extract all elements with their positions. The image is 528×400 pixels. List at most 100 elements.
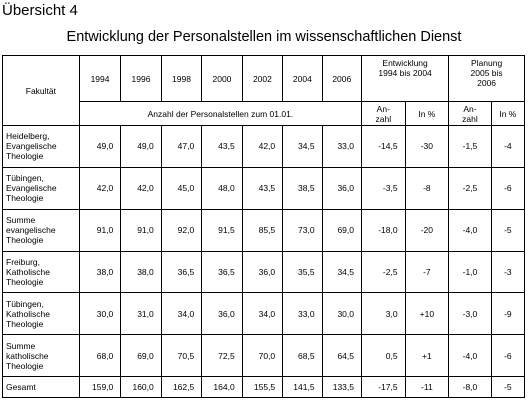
row-value: 91,5 xyxy=(201,208,243,252)
row-value: 160,0 xyxy=(120,376,162,398)
row-value: 36,0 xyxy=(241,250,284,294)
row-faculty: Tübingen, Evangelische Theologie xyxy=(2,166,80,210)
row-dev-percent: -20 xyxy=(404,208,450,252)
row-value: 64,5 xyxy=(321,334,363,378)
header-year: 1998 xyxy=(160,54,203,103)
row-value: 36,0 xyxy=(321,166,363,210)
row-dev-percent: -7 xyxy=(404,250,450,294)
row-value: 69,0 xyxy=(120,334,162,378)
row-value: 49,0 xyxy=(120,125,162,168)
table-row: Summe evangelische Theologie 91,0 91,0 92,0 91… xyxy=(2,208,526,252)
row-plan-count: -8,0 xyxy=(448,376,492,398)
row-plan-percent: -9 xyxy=(490,292,526,336)
row-value: 91,0 xyxy=(120,208,162,252)
row-value: 34,5 xyxy=(321,250,363,294)
row-value: 49,0 xyxy=(78,125,122,168)
row-value: 73,0 xyxy=(282,208,323,252)
header-year: 1994 xyxy=(78,54,122,103)
row-value: 92,0 xyxy=(160,208,203,252)
row-value: 72,5 xyxy=(201,334,243,378)
row-value: 70,0 xyxy=(241,334,284,378)
row-value: 35,5 xyxy=(282,250,323,294)
row-value: 155,5 xyxy=(241,376,284,398)
table-row: Summe katholische Theologie 68,0 69,0 70,5 72,… xyxy=(2,334,526,378)
header-subheader: Anzahl der Personalstellen zum 01.01. xyxy=(78,101,363,127)
row-value: 34,5 xyxy=(282,125,323,168)
row-value: 34,0 xyxy=(241,292,284,336)
row-plan-percent: -6 xyxy=(490,166,526,210)
row-value: 45,0 xyxy=(160,166,203,210)
row-value: 43,5 xyxy=(201,125,243,168)
row-plan-percent: -5 xyxy=(490,208,526,252)
row-plan-percent: -6 xyxy=(490,334,526,378)
row-faculty: Gesamt xyxy=(2,376,80,398)
document-title: Entwicklung der Personalstellen im wisse… xyxy=(66,29,462,45)
row-value: 70,5 xyxy=(160,334,203,378)
row-plan-count: -4,0 xyxy=(448,208,492,252)
row-value: 30,0 xyxy=(78,292,122,336)
row-value: 141,5 xyxy=(282,376,323,398)
row-plan-count: -3,0 xyxy=(448,292,492,336)
header-row-units: Anzahl der Personalstellen zum 01.01. An… xyxy=(3,101,526,127)
row-plan-count: -4,0 xyxy=(448,334,492,378)
row-value: 42,0 xyxy=(78,166,122,210)
table-row: Tübingen, Evangelische Theologie 42,0 42,0 45… xyxy=(2,166,526,210)
row-dev-count: 0,5 xyxy=(361,334,406,378)
row-dev-percent: -8 xyxy=(404,166,450,210)
row-value: 36,5 xyxy=(160,250,203,294)
row-value: 42,0 xyxy=(120,166,162,210)
row-plan-count: -1,0 xyxy=(448,250,492,294)
row-plan-count: -1,5 xyxy=(448,125,492,168)
row-value: 48,0 xyxy=(201,166,243,210)
row-value: 36,0 xyxy=(201,292,243,336)
row-value: 159,0 xyxy=(78,376,122,398)
table-row: Gesamt 159,0 160,0 162,5 164,0 155,5 141,5 133,… xyxy=(2,376,526,398)
row-plan-percent: -5 xyxy=(490,376,526,398)
row-value: 47,0 xyxy=(160,125,203,168)
header-plan-percent: In % xyxy=(490,101,526,127)
row-value: 69,0 xyxy=(321,208,363,252)
row-value: 30,0 xyxy=(321,292,363,336)
header-year: 2002 xyxy=(241,54,284,103)
row-value: 38,0 xyxy=(120,250,162,294)
row-value: 31,0 xyxy=(120,292,162,336)
row-value: 68,5 xyxy=(282,334,323,378)
row-dev-percent: -30 xyxy=(404,125,450,168)
row-value: 162,5 xyxy=(160,376,203,398)
row-dev-count: -2,5 xyxy=(361,250,406,294)
row-dev-percent: +1 xyxy=(404,334,450,378)
row-value: 38,5 xyxy=(282,166,323,210)
row-faculty: Freiburg, Katholische Theologie xyxy=(2,250,80,294)
row-value: 33,0 xyxy=(282,292,323,336)
row-value: 38,0 xyxy=(78,250,122,294)
row-value: 85,5 xyxy=(241,208,284,252)
header-dev-percent: In % xyxy=(404,101,450,127)
header-year: 2004 xyxy=(282,54,323,103)
row-dev-count: -14,5 xyxy=(361,125,406,168)
row-faculty: Summe evangelische Theologie xyxy=(2,208,80,252)
row-value: 164,0 xyxy=(201,376,243,398)
row-faculty: Tübingen, Katholische Theologie xyxy=(2,292,80,336)
document-label: Übersicht 4 xyxy=(2,2,78,19)
row-faculty: Summe katholische Theologie xyxy=(2,334,80,378)
row-dev-count: -17,5 xyxy=(361,376,406,398)
header-year: 2000 xyxy=(201,54,243,103)
row-dev-count: -18,0 xyxy=(361,208,406,252)
header-dev-count: An-zahl xyxy=(361,101,406,127)
row-value: 34,0 xyxy=(160,292,203,336)
header-year: 1996 xyxy=(120,54,162,103)
row-value: 43,5 xyxy=(241,166,284,210)
header-year: 2006 xyxy=(321,54,363,103)
table-row: Heidelberg, Evangelische Theologie 49,0 49,0… xyxy=(2,125,526,168)
row-dev-percent: -11 xyxy=(404,376,450,398)
row-value: 33,0 xyxy=(321,125,363,168)
row-plan-count: -2,5 xyxy=(448,166,492,210)
row-value: 36,5 xyxy=(201,250,243,294)
row-value: 133,5 xyxy=(321,376,363,398)
header-development: Entwicklung 1994 bis 2004 xyxy=(360,54,450,103)
row-dev-count: 3,0 xyxy=(361,292,406,336)
table-row: Tübingen, Katholische Theologie 30,0 31,0 34,… xyxy=(2,292,526,336)
staffing-table: Fakultät 1994 1996 1998 2000 2002 2004 2… xyxy=(2,54,526,398)
header-faculty: Fakultät xyxy=(2,54,80,127)
header-planning: Planung 2005 bis 2006 xyxy=(448,54,525,103)
